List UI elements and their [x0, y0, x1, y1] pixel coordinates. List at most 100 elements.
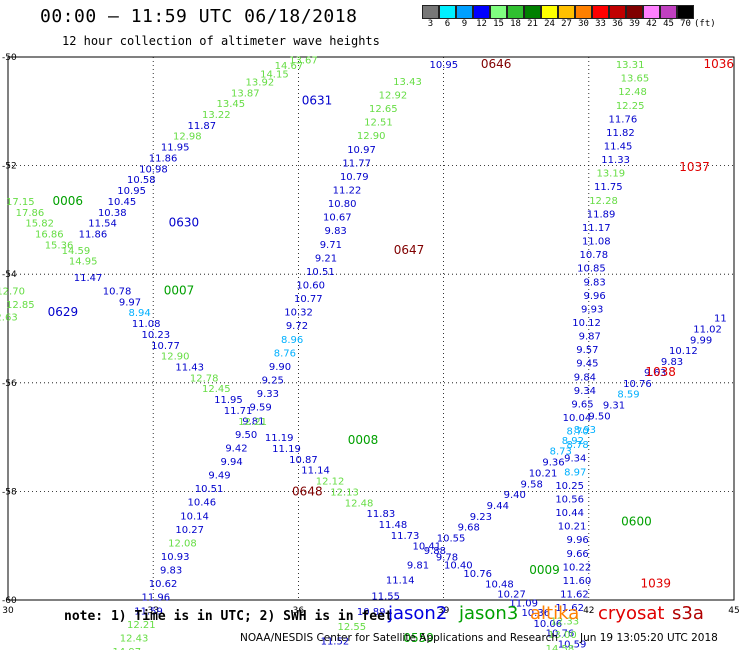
credit-line: NOAA/NESDIS Center for Satellite Applica…	[240, 632, 558, 644]
wave-height-label: 10.25	[555, 481, 584, 492]
wave-height-label: 9.33	[257, 389, 279, 400]
wave-height-label: 14.67	[275, 61, 304, 72]
color-scale-label: 15	[493, 19, 504, 29]
wave-height-label: 14.59	[62, 246, 91, 257]
wave-height-label: 9.58	[521, 479, 543, 490]
wave-height-label: 10.44	[555, 508, 584, 519]
wave-height-label: 12.13	[330, 487, 359, 498]
wave-height-label: 13.31	[616, 60, 645, 71]
wave-height-label: 9.83	[325, 226, 347, 237]
wave-height-label: 11.96	[141, 593, 170, 604]
color-scale-label: 45	[663, 19, 674, 29]
wave-height-label: 9.87	[579, 332, 601, 343]
wave-height-label: 9.96	[567, 535, 589, 546]
color-scale-legend: 3 6 9 12 15 18 21 24 27 30 33 36 39 42 45 70 (ft)	[422, 5, 716, 29]
wave-height-label: 12.63	[0, 313, 18, 324]
wave-height-label: 10.14	[180, 511, 209, 522]
wave-height-label: 9.40	[504, 490, 526, 501]
wave-height-label: 12.92	[379, 90, 408, 101]
pass-time-label: 0559	[403, 631, 434, 645]
legend-jason3: jason3	[459, 603, 519, 624]
wave-height-label: 11.60	[563, 576, 592, 587]
footnote: note: 1) Time is in UTC; 2) SWH is in fe…	[64, 609, 393, 624]
pass-time-label: 0008	[348, 433, 379, 447]
wave-height-label: 9.36	[542, 458, 564, 469]
wave-height-label: 9.25	[262, 376, 284, 387]
legend-jason2: jason2	[388, 603, 448, 624]
pass-time-label: 0631	[302, 93, 333, 107]
x-tick-label: 36	[293, 606, 305, 616]
wave-height-label: 13.92	[246, 77, 275, 88]
wave-height-label: 10.77	[151, 341, 180, 352]
wave-height-label: 10.56	[555, 494, 584, 505]
wave-height-label: 11.71	[224, 406, 253, 417]
wave-height-label: 14.58	[546, 644, 575, 650]
color-scale-label: 39	[629, 19, 640, 29]
wave-height-label: 10.12	[669, 346, 698, 357]
x-tick-label: 30	[2, 606, 14, 616]
color-scale-label: 42	[646, 19, 657, 29]
wave-height-label: 10.58	[127, 175, 156, 186]
color-swatch	[473, 5, 490, 19]
wave-height-label: 13.22	[202, 110, 231, 121]
wave-height-label: 12.98	[173, 132, 202, 143]
color-scale-unit: (ft)	[694, 19, 716, 29]
wave-height-label: 11.14	[386, 575, 415, 586]
wave-height-label: 11.08	[132, 319, 161, 330]
wave-height-label: 11.89	[587, 209, 616, 220]
wave-height-label: 9.50	[235, 430, 257, 441]
wave-height-label: 10.78	[580, 250, 609, 261]
wave-height-label: 8.96	[281, 335, 303, 346]
wave-height-label: 14.95	[69, 257, 98, 268]
wave-height-label: 8.92	[562, 436, 584, 447]
wave-height-label: 11.19	[265, 433, 294, 444]
wave-height-label: 9.83	[160, 566, 182, 577]
wave-height-label: 8.76	[274, 348, 296, 359]
wave-height-label: 9.31	[603, 401, 625, 412]
wave-height-label: 11.08	[582, 237, 611, 248]
wave-height-label: 10.85	[577, 264, 606, 275]
wave-height-label: 10.27	[497, 589, 526, 600]
color-swatch	[456, 5, 473, 19]
legend-altika: altika	[530, 603, 580, 624]
wave-height-label: 8.93	[574, 425, 596, 436]
wave-height-label: 10.48	[485, 580, 514, 591]
wave-height-label: 11.33	[601, 155, 630, 166]
wave-height-label: 14.15	[260, 69, 289, 80]
wave-height-label: 12.85	[6, 300, 35, 311]
wave-height-label: 10.76	[546, 629, 575, 640]
color-swatch	[677, 5, 694, 19]
color-scale-label: 36	[612, 19, 623, 29]
wave-height-label: 11.76	[609, 114, 638, 125]
color-scale-label: 3	[427, 19, 434, 29]
color-swatch	[507, 5, 524, 19]
wave-height-label: 9.42	[225, 443, 247, 454]
wave-height-label: 10.55	[437, 534, 466, 545]
wave-height-label: 15.36	[45, 240, 74, 251]
wave-height-label: 10.95	[117, 186, 146, 197]
wave-height-label: 11.86	[149, 153, 178, 164]
color-swatch	[592, 5, 609, 19]
wave-height-label: 11.95	[214, 395, 243, 406]
wave-height-label: 9.99	[690, 335, 712, 346]
wave-height-label: 9.81	[407, 561, 429, 572]
y-tick-label: -54	[2, 270, 17, 280]
color-scale-label: 33	[595, 19, 606, 29]
color-scale-label: 27	[561, 19, 572, 29]
wave-height-label: 10.62	[149, 579, 178, 590]
wave-height-label: 10.78	[103, 286, 132, 297]
wave-height-label: 12.33	[550, 617, 579, 628]
wave-height-label: 10.89	[357, 607, 386, 618]
wave-height-label: 10.67	[323, 213, 352, 224]
wave-height-label: 13.45	[217, 99, 246, 110]
wave-height-label: 8.97	[564, 467, 586, 478]
wave-height-label: 13.87	[231, 88, 260, 99]
color-swatch	[490, 5, 507, 19]
pass-time-label: 0006	[52, 194, 83, 208]
wave-height-label: 9.59	[250, 403, 272, 414]
wave-height-label: 12.25	[616, 101, 645, 112]
wave-height-label: 10.51	[195, 484, 224, 495]
y-tick-label: -50	[2, 53, 17, 63]
wave-height-label: 12.12	[316, 477, 345, 488]
